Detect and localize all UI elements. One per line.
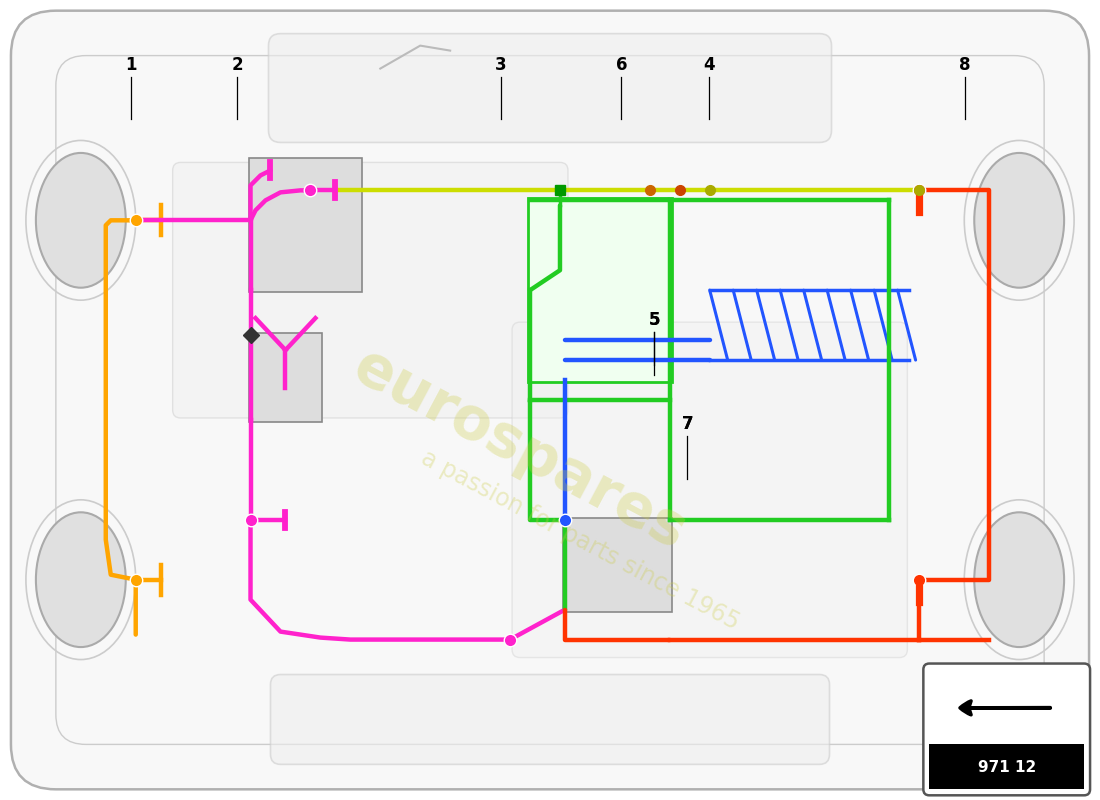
Text: 7: 7 [681, 415, 693, 433]
FancyBboxPatch shape [271, 674, 829, 764]
Text: 971 12: 971 12 [978, 760, 1036, 775]
FancyBboxPatch shape [249, 333, 322, 422]
FancyArrowPatch shape [960, 701, 1050, 715]
Ellipse shape [36, 153, 125, 288]
FancyBboxPatch shape [173, 162, 568, 418]
Ellipse shape [975, 153, 1064, 288]
Ellipse shape [975, 512, 1064, 647]
Text: 5: 5 [649, 311, 660, 329]
Text: 2: 2 [231, 55, 243, 74]
Ellipse shape [36, 512, 125, 647]
Text: 1: 1 [124, 55, 136, 74]
FancyBboxPatch shape [513, 322, 908, 658]
FancyBboxPatch shape [11, 10, 1089, 790]
Text: 3: 3 [495, 55, 506, 74]
Text: a passion for parts since 1965: a passion for parts since 1965 [417, 446, 744, 634]
FancyBboxPatch shape [249, 158, 362, 292]
Text: 4: 4 [703, 55, 715, 74]
FancyBboxPatch shape [930, 744, 1085, 790]
FancyBboxPatch shape [268, 34, 832, 142]
FancyBboxPatch shape [923, 663, 1090, 795]
Text: 7: 7 [681, 415, 693, 433]
FancyBboxPatch shape [528, 198, 672, 382]
Text: eurospares: eurospares [344, 338, 696, 562]
Text: 5: 5 [649, 311, 660, 329]
FancyBboxPatch shape [563, 518, 672, 612]
Text: 6: 6 [616, 55, 627, 74]
Text: 8: 8 [959, 55, 971, 74]
